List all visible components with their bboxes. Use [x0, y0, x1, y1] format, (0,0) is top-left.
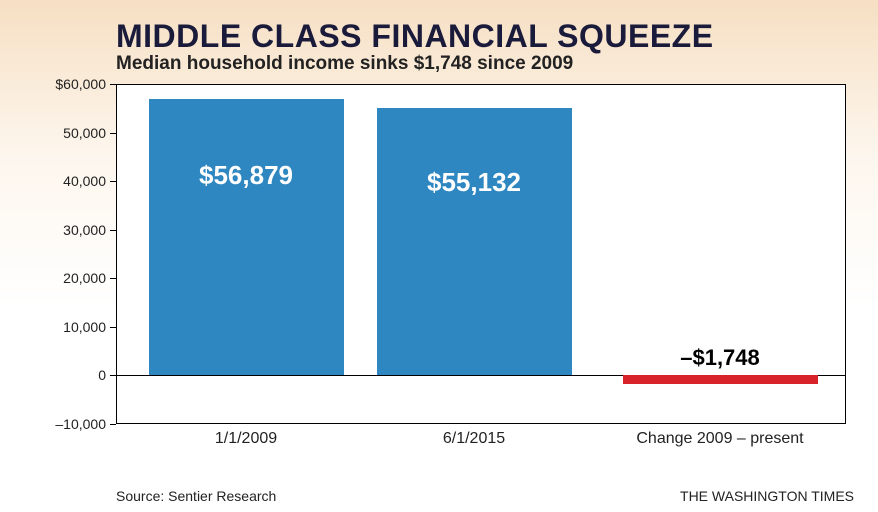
y-tick-mark — [110, 375, 116, 376]
y-tick-mark — [110, 181, 116, 182]
y-tick-mark — [110, 327, 116, 328]
chart-title: MIDDLE CLASS FINANCIAL SQUEEZE — [116, 18, 854, 55]
y-tick-label: 10,000 — [24, 319, 106, 335]
bar — [623, 375, 818, 383]
bar: $56,879 — [149, 99, 344, 375]
y-tick-mark — [110, 230, 116, 231]
y-tick-label: 30,000 — [24, 222, 106, 238]
y-tick-label: 20,000 — [24, 270, 106, 286]
page-container: MIDDLE CLASS FINANCIAL SQUEEZE Median ho… — [0, 0, 878, 512]
y-tick-label: –10,000 — [24, 416, 106, 432]
y-tick-mark — [110, 133, 116, 134]
chart-area: –10,000010,00020,00030,00040,00050,000$6… — [24, 84, 854, 454]
y-tick-mark — [110, 278, 116, 279]
x-axis-label: 1/1/2009 — [129, 430, 364, 448]
x-axis-label: Change 2009 – present — [603, 430, 838, 448]
y-tick-label: $60,000 — [24, 76, 106, 92]
bar-value-label: –$1,748 — [623, 345, 818, 371]
y-tick-label: 40,000 — [24, 173, 106, 189]
bar-value-label: $56,879 — [149, 160, 344, 191]
bar: $55,132 — [377, 108, 572, 376]
y-tick-label: 0 — [24, 367, 106, 383]
chart-subtitle: Median household income sinks $1,748 sin… — [116, 53, 854, 75]
bar-value-label: $55,132 — [377, 167, 572, 198]
x-axis-label: 6/1/2015 — [357, 430, 592, 448]
publisher-attribution: THE WASHINGTON TIMES — [680, 488, 854, 504]
source-attribution: Source: Sentier Research — [116, 488, 276, 504]
y-tick-label: 50,000 — [24, 125, 106, 141]
y-tick-mark — [110, 424, 116, 425]
y-tick-mark — [110, 84, 116, 85]
